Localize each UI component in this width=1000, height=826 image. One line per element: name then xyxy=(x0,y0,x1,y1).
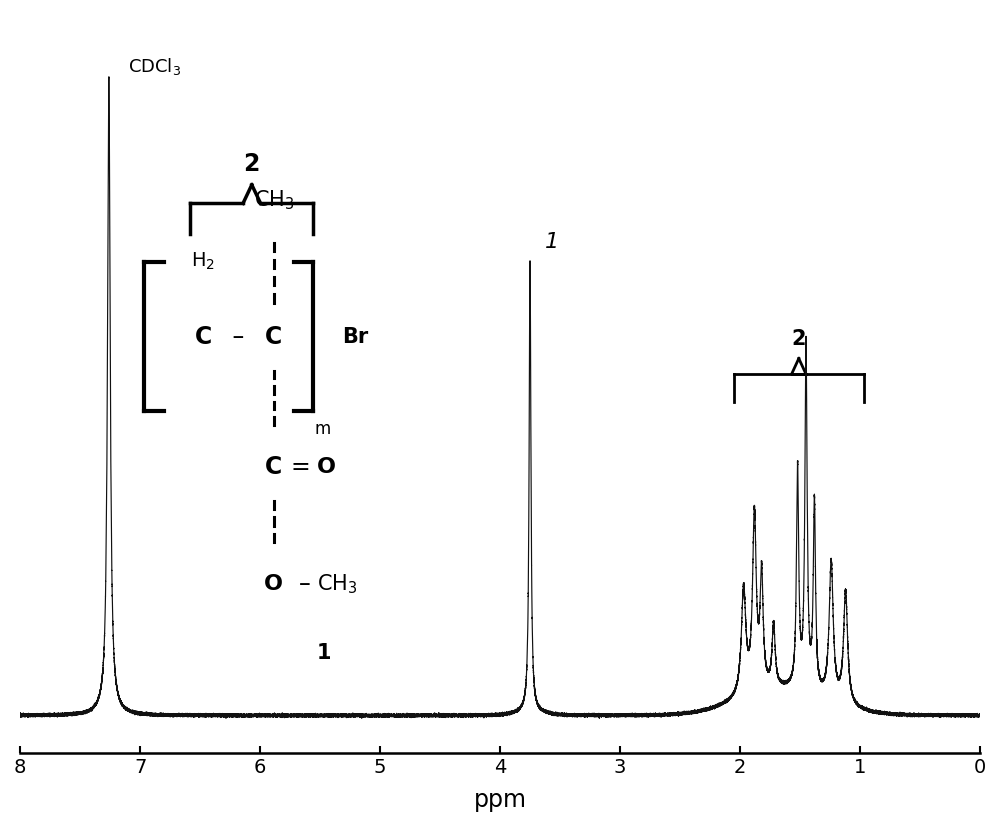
Text: CDCl$_3$: CDCl$_3$ xyxy=(128,55,181,77)
X-axis label: ppm: ppm xyxy=(474,788,527,812)
Text: C: C xyxy=(265,454,282,479)
Text: 1: 1 xyxy=(317,643,332,662)
Text: m: m xyxy=(315,420,331,439)
Text: CH$_3$: CH$_3$ xyxy=(254,188,294,212)
Text: C: C xyxy=(265,325,282,349)
Text: CH$_3$: CH$_3$ xyxy=(317,572,358,596)
Text: C: C xyxy=(195,325,212,349)
Text: 2: 2 xyxy=(244,151,260,175)
Text: O: O xyxy=(264,574,283,595)
Text: =: = xyxy=(290,454,310,479)
Text: Br: Br xyxy=(342,326,368,347)
Text: –: – xyxy=(299,572,310,596)
Text: –: – xyxy=(225,325,252,349)
Text: O: O xyxy=(317,457,336,477)
Text: 2: 2 xyxy=(792,329,806,349)
Text: H$_2$: H$_2$ xyxy=(191,250,215,272)
Text: 1: 1 xyxy=(545,232,559,252)
